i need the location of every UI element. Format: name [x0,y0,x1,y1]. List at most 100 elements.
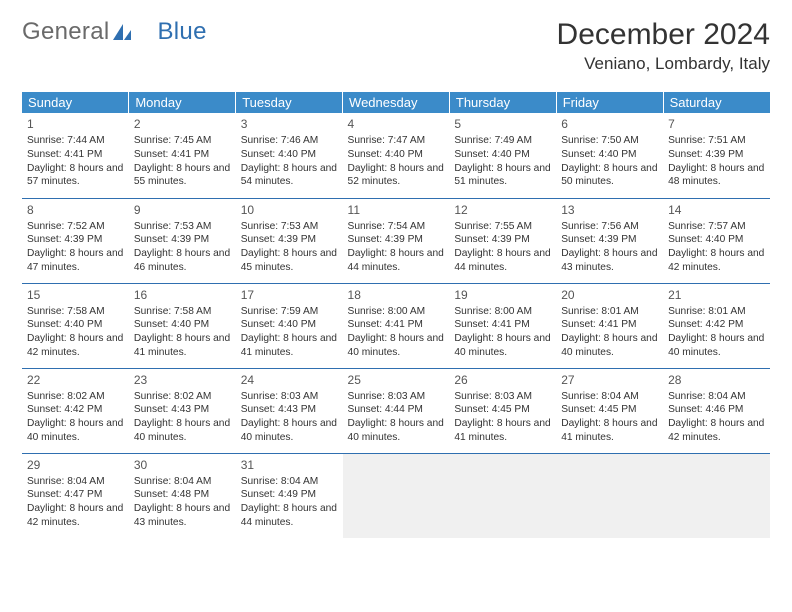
day-number: 17 [241,287,338,303]
sunset-line: Sunset: 4:41 PM [27,148,124,162]
day-number: 19 [454,287,551,303]
day-number: 13 [561,202,658,218]
day-number: 10 [241,202,338,218]
sunset-line: Sunset: 4:39 PM [27,233,124,247]
sunrise-line: Sunrise: 8:02 AM [134,390,231,404]
sunrise-line: Sunrise: 8:01 AM [561,305,658,319]
calendar-cell: 5Sunrise: 7:49 AMSunset: 4:40 PMDaylight… [449,113,556,198]
sunset-line: Sunset: 4:40 PM [348,148,445,162]
calendar-cell: 30Sunrise: 8:04 AMSunset: 4:48 PMDayligh… [129,453,236,538]
sunrise-line: Sunrise: 8:00 AM [454,305,551,319]
sunrise-line: Sunrise: 7:50 AM [561,134,658,148]
calendar-cell: 16Sunrise: 7:58 AMSunset: 4:40 PMDayligh… [129,283,236,368]
location-subtitle: Veniano, Lombardy, Italy [557,54,770,74]
daylight-line: Daylight: 8 hours and 44 minutes. [348,247,445,275]
sunset-line: Sunset: 4:40 PM [134,318,231,332]
weekday-header: Sunday [22,92,129,113]
sunset-line: Sunset: 4:43 PM [134,403,231,417]
sunrise-line: Sunrise: 7:59 AM [241,305,338,319]
calendar-cell-empty [556,453,663,538]
sunrise-line: Sunrise: 8:04 AM [668,390,765,404]
calendar-cell: 3Sunrise: 7:46 AMSunset: 4:40 PMDaylight… [236,113,343,198]
sunset-line: Sunset: 4:42 PM [668,318,765,332]
calendar-cell: 6Sunrise: 7:50 AMSunset: 4:40 PMDaylight… [556,113,663,198]
calendar-cell: 25Sunrise: 8:03 AMSunset: 4:44 PMDayligh… [343,368,450,453]
sunrise-line: Sunrise: 7:53 AM [241,220,338,234]
daylight-line: Daylight: 8 hours and 45 minutes. [241,247,338,275]
daylight-line: Daylight: 8 hours and 54 minutes. [241,162,338,190]
day-number: 23 [134,372,231,388]
sunrise-line: Sunrise: 8:02 AM [27,390,124,404]
sunrise-line: Sunrise: 7:55 AM [454,220,551,234]
calendar-table: SundayMondayTuesdayWednesdayThursdayFrid… [22,92,770,538]
calendar-cell: 26Sunrise: 8:03 AMSunset: 4:45 PMDayligh… [449,368,556,453]
sunrise-line: Sunrise: 7:52 AM [27,220,124,234]
calendar-cell: 31Sunrise: 8:04 AMSunset: 4:49 PMDayligh… [236,453,343,538]
day-number: 22 [27,372,124,388]
sunrise-line: Sunrise: 7:49 AM [454,134,551,148]
daylight-line: Daylight: 8 hours and 42 minutes. [27,332,124,360]
calendar-cell: 21Sunrise: 8:01 AMSunset: 4:42 PMDayligh… [663,283,770,368]
calendar-cell: 17Sunrise: 7:59 AMSunset: 4:40 PMDayligh… [236,283,343,368]
sunset-line: Sunset: 4:39 PM [348,233,445,247]
logo: General Blue [22,18,207,46]
weekday-header: Monday [129,92,236,113]
sunset-line: Sunset: 4:39 PM [561,233,658,247]
page-title: December 2024 [557,18,770,52]
day-number: 14 [668,202,765,218]
day-number: 31 [241,457,338,473]
sunrise-line: Sunrise: 7:56 AM [561,220,658,234]
daylight-line: Daylight: 8 hours and 40 minutes. [454,332,551,360]
calendar-cell: 23Sunrise: 8:02 AMSunset: 4:43 PMDayligh… [129,368,236,453]
sunrise-line: Sunrise: 8:04 AM [134,475,231,489]
daylight-line: Daylight: 8 hours and 41 minutes. [454,417,551,445]
sunset-line: Sunset: 4:39 PM [134,233,231,247]
calendar-cell: 11Sunrise: 7:54 AMSunset: 4:39 PMDayligh… [343,198,450,283]
daylight-line: Daylight: 8 hours and 46 minutes. [134,247,231,275]
logo-word1: General [22,18,109,46]
calendar-cell: 14Sunrise: 7:57 AMSunset: 4:40 PMDayligh… [663,198,770,283]
calendar-body: 1Sunrise: 7:44 AMSunset: 4:41 PMDaylight… [22,113,770,538]
calendar-cell: 1Sunrise: 7:44 AMSunset: 4:41 PMDaylight… [22,113,129,198]
daylight-line: Daylight: 8 hours and 41 minutes. [241,332,338,360]
header: General Blue December 2024 Veniano, Lomb… [22,18,770,74]
sunset-line: Sunset: 4:39 PM [241,233,338,247]
sunset-line: Sunset: 4:39 PM [454,233,551,247]
calendar-cell: 24Sunrise: 8:03 AMSunset: 4:43 PMDayligh… [236,368,343,453]
daylight-line: Daylight: 8 hours and 40 minutes. [348,417,445,445]
day-number: 30 [134,457,231,473]
sunset-line: Sunset: 4:41 PM [454,318,551,332]
day-number: 8 [27,202,124,218]
sunset-line: Sunset: 4:40 PM [561,148,658,162]
day-number: 20 [561,287,658,303]
daylight-line: Daylight: 8 hours and 40 minutes. [241,417,338,445]
sunrise-line: Sunrise: 7:54 AM [348,220,445,234]
sunset-line: Sunset: 4:45 PM [454,403,551,417]
day-number: 28 [668,372,765,388]
daylight-line: Daylight: 8 hours and 42 minutes. [668,417,765,445]
calendar-cell: 20Sunrise: 8:01 AMSunset: 4:41 PMDayligh… [556,283,663,368]
calendar-head: SundayMondayTuesdayWednesdayThursdayFrid… [22,92,770,113]
calendar-cell: 29Sunrise: 8:04 AMSunset: 4:47 PMDayligh… [22,453,129,538]
sunrise-line: Sunrise: 8:03 AM [454,390,551,404]
weekday-header: Thursday [449,92,556,113]
calendar-cell: 22Sunrise: 8:02 AMSunset: 4:42 PMDayligh… [22,368,129,453]
sunset-line: Sunset: 4:49 PM [241,488,338,502]
calendar-cell: 27Sunrise: 8:04 AMSunset: 4:45 PMDayligh… [556,368,663,453]
calendar-cell: 15Sunrise: 7:58 AMSunset: 4:40 PMDayligh… [22,283,129,368]
day-number: 2 [134,116,231,132]
daylight-line: Daylight: 8 hours and 50 minutes. [561,162,658,190]
calendar-cell: 2Sunrise: 7:45 AMSunset: 4:41 PMDaylight… [129,113,236,198]
sunrise-line: Sunrise: 7:45 AM [134,134,231,148]
sunrise-line: Sunrise: 7:47 AM [348,134,445,148]
weekday-header: Tuesday [236,92,343,113]
sunrise-line: Sunrise: 8:00 AM [348,305,445,319]
daylight-line: Daylight: 8 hours and 44 minutes. [241,502,338,530]
daylight-line: Daylight: 8 hours and 41 minutes. [134,332,231,360]
day-number: 4 [348,116,445,132]
daylight-line: Daylight: 8 hours and 40 minutes. [561,332,658,360]
daylight-line: Daylight: 8 hours and 43 minutes. [561,247,658,275]
day-number: 21 [668,287,765,303]
daylight-line: Daylight: 8 hours and 55 minutes. [134,162,231,190]
daylight-line: Daylight: 8 hours and 51 minutes. [454,162,551,190]
